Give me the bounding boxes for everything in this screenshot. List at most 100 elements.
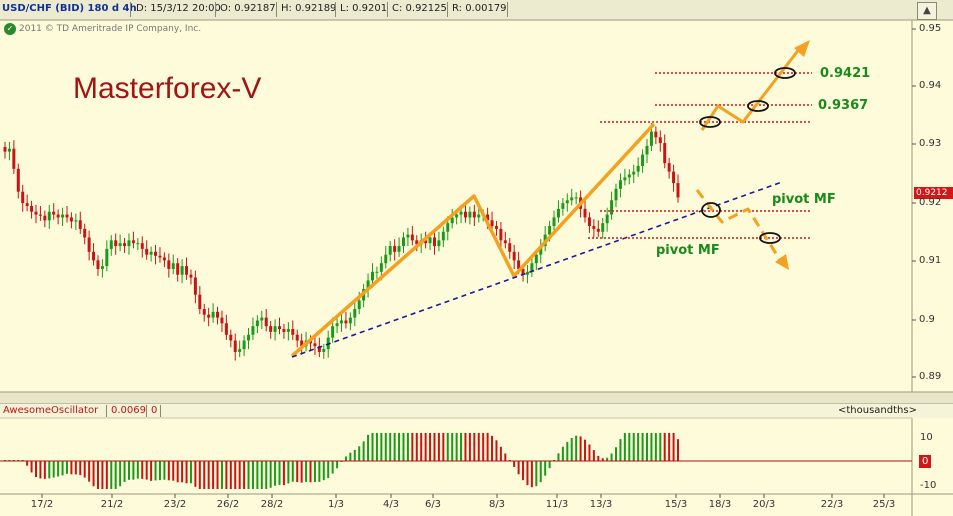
candle-bearish — [25, 203, 29, 206]
candle-bearish — [672, 171, 676, 184]
candle-bullish — [242, 340, 246, 350]
watermark-title: Masterforex-V — [73, 72, 262, 105]
candle-bullish — [171, 263, 175, 269]
candle-bearish — [264, 317, 268, 327]
candle-bearish — [313, 343, 317, 347]
oscillator-bar — [274, 461, 277, 486]
target-circle-low — [699, 116, 721, 128]
candle-bearish — [278, 326, 282, 330]
oscillator-bar — [522, 461, 525, 481]
candle-bullish — [649, 131, 653, 146]
candle-bullish — [47, 211, 51, 221]
candle-bearish — [517, 260, 521, 269]
oscillator-bar — [544, 461, 547, 476]
candle-bullish — [450, 217, 454, 224]
oscillator-bar — [220, 461, 223, 489]
oscillator-bar — [468, 433, 471, 461]
oscillator-sep-1 — [106, 405, 107, 417]
oscillator-bar — [464, 433, 467, 461]
oscillator-bar — [411, 433, 414, 461]
oscillator-bar — [291, 461, 294, 482]
current-price-marker — [914, 187, 953, 199]
candle-bearish — [658, 137, 662, 144]
header-close: C: 0.92125 — [392, 3, 447, 14]
oscillator-bar — [198, 461, 201, 489]
oscillator-bar — [557, 453, 560, 461]
oscillator-bar — [189, 461, 192, 484]
oscillator-bar — [659, 433, 662, 461]
oscillator-bar — [79, 461, 82, 476]
oscillator-bar — [349, 452, 352, 461]
oscillator-bar — [123, 461, 126, 482]
oscillator-bar — [601, 458, 604, 461]
oscillator-header-bar — [0, 404, 953, 418]
header-symbol[interactable]: USD/CHF (BID) 180 d 4h — [2, 3, 137, 14]
oscillator-bar — [132, 461, 135, 480]
candle-bearish — [185, 266, 189, 275]
pivot-circle-lower — [759, 232, 781, 244]
oscillator-bar — [677, 439, 679, 461]
oscillator-current-marker — [919, 455, 931, 468]
candle-bullish — [255, 320, 259, 327]
candle-bullish — [7, 148, 11, 152]
oscillator-bar — [318, 461, 321, 482]
candle-bearish — [499, 228, 503, 241]
oscillator-name[interactable]: AwesomeOscillator — [3, 405, 99, 416]
oscillator-bar — [398, 433, 401, 461]
oscillator-bar — [393, 433, 396, 461]
candle-bullish — [539, 246, 543, 255]
level-label-high: 0.9421 — [820, 66, 871, 81]
price-tick-label: 0.94 — [919, 80, 942, 91]
candle-bearish — [52, 211, 56, 215]
oscillator-bar — [322, 461, 325, 481]
oscillator-bar — [632, 433, 635, 461]
candle-bullish — [286, 329, 290, 332]
candle-bearish — [220, 317, 224, 324]
candle-bullish — [614, 188, 618, 201]
oscillator-bar — [216, 461, 219, 489]
oscillator-bar — [234, 461, 237, 489]
oscillator-bar — [212, 461, 215, 489]
oscillator-bar — [548, 461, 551, 469]
oscillator-sep-3 — [160, 405, 161, 417]
candle-bearish — [592, 226, 596, 229]
candle-bearish — [176, 263, 180, 275]
candle-bullish — [645, 145, 649, 155]
oscillator-bar — [539, 461, 542, 483]
candle-bearish — [34, 211, 38, 215]
oscillator-bar — [256, 461, 259, 489]
oscillator-bar — [296, 461, 299, 483]
oscillator-bar — [375, 433, 378, 461]
oscillator-sep-2 — [146, 405, 147, 417]
time-axis-label: 28/2 — [260, 499, 284, 510]
scroll-up-button[interactable]: ▲ — [917, 2, 937, 20]
oscillator-bar — [313, 461, 316, 483]
candle-bullish — [601, 223, 605, 232]
candle-bearish — [583, 208, 587, 218]
time-axis-label: 11/3 — [545, 499, 569, 510]
candle-bullish — [459, 211, 463, 215]
oscillator-bar — [362, 441, 365, 461]
candle-bullish — [353, 309, 357, 318]
candle-bullish — [632, 171, 636, 175]
oscillator-bar — [83, 461, 86, 478]
oscillator-bar — [194, 461, 197, 487]
oscillator-bar — [619, 439, 622, 461]
oscillator-bar — [561, 446, 564, 461]
time-axis-label: 25/3 — [872, 499, 896, 510]
candle-bullish — [331, 326, 335, 338]
price-axis-ticks — [912, 28, 916, 378]
pane-splitter[interactable] — [0, 392, 953, 404]
oscillator-bar — [668, 433, 671, 461]
oscillator-bar — [269, 461, 272, 488]
candle-bearish — [96, 260, 100, 269]
oscillator-bar — [473, 433, 476, 461]
oscillator-bar — [203, 461, 206, 489]
header-sep-1 — [130, 2, 131, 17]
oscillator-bar — [158, 461, 161, 481]
candle-bullish — [379, 263, 383, 272]
candle-bullish — [357, 300, 361, 310]
candle-bearish — [189, 274, 193, 278]
candle-bearish — [12, 148, 16, 169]
candle-bullish — [136, 243, 140, 245]
